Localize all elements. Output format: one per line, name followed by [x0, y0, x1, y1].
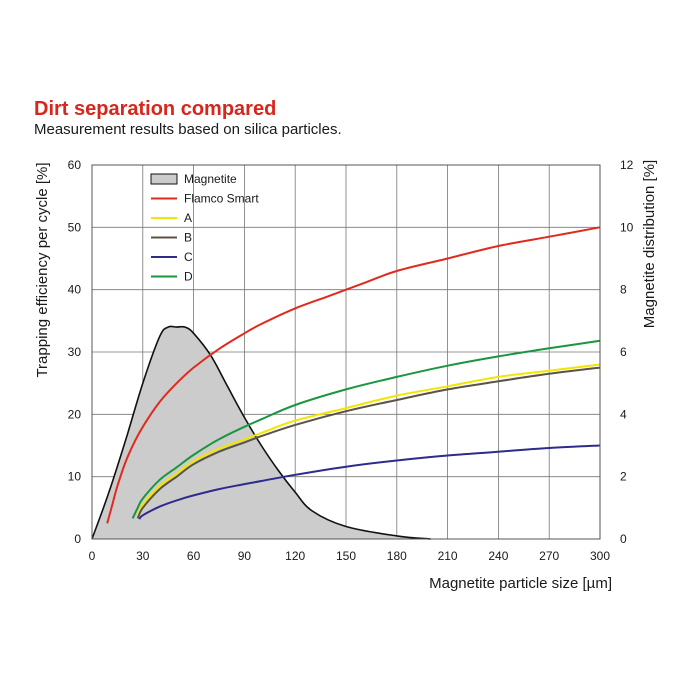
x-axis-label: Magnetite particle size [µm] — [429, 575, 612, 592]
x-tick-label: 60 — [187, 549, 201, 563]
series-lines — [106, 226, 601, 524]
series-b-line — [136, 366, 601, 519]
x-tick-label: 300 — [590, 549, 610, 563]
y-left-tick-label: 50 — [68, 220, 82, 234]
x-tick-label: 210 — [438, 549, 458, 563]
x-tick-label: 180 — [387, 549, 407, 563]
chart-title: Dirt separation compared — [34, 98, 277, 120]
legend-label-a: A — [184, 211, 192, 225]
legend-label-b: B — [184, 231, 192, 245]
y-right-tick-label: 4 — [620, 407, 627, 421]
y-right-tick-label: 0 — [620, 532, 627, 546]
plot-frame — [91, 164, 601, 540]
y-left-tick-label: 10 — [68, 470, 82, 484]
x-tick-label: 30 — [136, 549, 150, 563]
y-left-tick-label: 60 — [68, 158, 82, 172]
axes: 0 30 60 90 120 150 180 210 240 270 300010203040506… — [68, 158, 634, 563]
y-right-tick-label: 6 — [620, 345, 627, 359]
y-right-tick-label: 8 — [620, 283, 627, 297]
x-tick-label: 0 — [89, 549, 96, 563]
chart-subtitle: Measurement results based on silica part… — [34, 121, 342, 138]
legend-label-magnetite: Magnetite — [184, 172, 237, 186]
series-c-line — [138, 444, 601, 520]
series-d-line — [131, 339, 601, 519]
y-right-tick-label: 10 — [620, 220, 634, 234]
series-a-line — [136, 363, 601, 518]
y-right-tick-label: 2 — [620, 470, 627, 484]
y-left-tick-label: 0 — [74, 532, 81, 546]
legend-label-d: D — [184, 270, 193, 284]
y-axis-left-label: Trapping efficiency per cycle [%] — [34, 162, 51, 377]
x-tick-label: 150 — [336, 549, 356, 563]
x-tick-label: 120 — [285, 549, 305, 563]
y-right-tick-label: 12 — [620, 158, 634, 172]
x-tick-label: 90 — [238, 549, 252, 563]
legend-swatch-magnetite — [150, 173, 178, 185]
series-flamco-smart-line — [106, 226, 601, 524]
legend-label-c: C — [184, 250, 193, 264]
y-left-tick-label: 30 — [68, 345, 82, 359]
series-magnetite-fill — [92, 326, 431, 539]
x-tick-label: 240 — [488, 549, 508, 563]
y-left-tick-label: 40 — [68, 283, 82, 297]
x-tick-label: 270 — [539, 549, 559, 563]
legend-label-flamco-smart: Flamco Smart — [184, 192, 259, 206]
y-left-tick-label: 20 — [68, 407, 82, 421]
y-axis-right-label: Magnetite distribution [%] — [641, 160, 658, 328]
